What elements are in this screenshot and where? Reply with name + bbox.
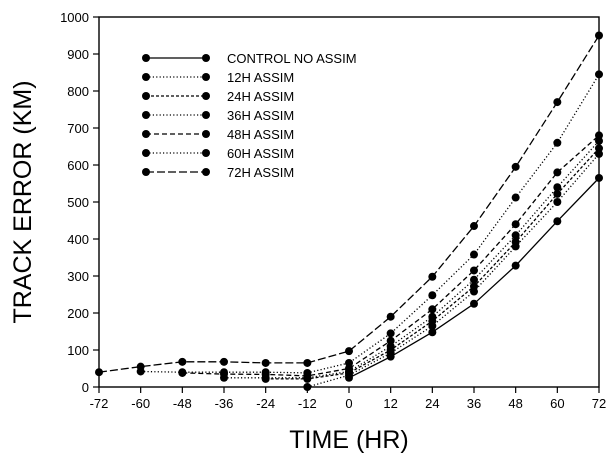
data-point [470, 282, 478, 291]
legend: CONTROL NO ASSIM 12H ASSIM 24H ASSIM 36H AS… [142, 51, 357, 180]
data-point [553, 183, 562, 192]
data-point [553, 98, 562, 107]
legend-marker [202, 54, 210, 62]
legend-label: 72H ASSIM [227, 165, 294, 180]
data-point [261, 358, 270, 367]
x-tick-label: 36 [467, 396, 481, 411]
data-point [345, 364, 353, 373]
data-point [178, 368, 187, 377]
legend-label: 60H ASSIM [227, 146, 294, 161]
data-point [345, 358, 353, 367]
legend-marker [142, 54, 150, 62]
data-point [386, 342, 395, 351]
data-point [428, 272, 437, 281]
y-tick-label: 900 [67, 47, 89, 62]
y-tick-label: 600 [67, 158, 89, 173]
x-tick-label: -36 [215, 396, 234, 411]
y-tick-label: 300 [67, 269, 89, 284]
legend-label: 36H ASSIM [227, 108, 294, 123]
legend-marker [202, 73, 210, 81]
legend-label: CONTROL NO ASSIM [227, 51, 357, 66]
series-line [98, 35, 600, 373]
data-point [428, 305, 437, 314]
series-2 [261, 144, 603, 383]
data-point [511, 162, 520, 171]
data-point [470, 222, 478, 231]
x-tick-label: 48 [508, 396, 522, 411]
x-tick-label: 72 [592, 396, 606, 411]
y-tick-label: 100 [67, 343, 89, 358]
legend-marker [202, 111, 210, 119]
data-point [511, 237, 520, 246]
data-point [178, 357, 187, 366]
series-layer [95, 31, 603, 391]
plot-frame [98, 16, 600, 388]
y-axis-title: TRACK ERROR (KM) [9, 80, 37, 323]
data-point [470, 250, 478, 259]
data-point [553, 168, 562, 177]
legend-marker [142, 111, 150, 119]
legend-marker [142, 149, 150, 157]
legend-marker [202, 92, 210, 100]
legend-marker [202, 149, 210, 157]
y-tick-label: 1000 [60, 10, 89, 25]
x-tick-label: -48 [173, 396, 192, 411]
data-point [470, 275, 478, 284]
series-6 [95, 31, 603, 377]
x-axis: -72 -60 -48 -36 -24 -12 0 12 24 36 48 60 72 [90, 387, 606, 411]
x-axis-title: TIME (HR) [289, 426, 408, 454]
y-axis: 0 100 200 300 400 500 600 700 800 900 1000 [60, 10, 99, 395]
data-point [511, 193, 520, 202]
x-tick-label: -60 [131, 396, 150, 411]
data-point [428, 291, 437, 300]
data-point [428, 328, 437, 337]
y-tick-label: 0 [82, 380, 89, 395]
legend-marker [142, 130, 150, 138]
x-tick-label: 24 [425, 396, 439, 411]
x-tick-label: 12 [383, 396, 397, 411]
data-point [136, 362, 145, 371]
legend-marker [142, 168, 150, 176]
data-point [553, 189, 562, 198]
y-tick-label: 400 [67, 232, 89, 247]
legend-marker [142, 73, 150, 81]
x-tick-label: -24 [256, 396, 275, 411]
data-point [386, 336, 395, 345]
series-line [307, 153, 600, 388]
y-tick-label: 200 [67, 306, 89, 321]
data-point [470, 299, 478, 308]
series-line [140, 74, 600, 374]
data-point [553, 138, 562, 147]
data-point [303, 368, 312, 377]
data-point [220, 357, 228, 366]
x-tick-label: -12 [298, 396, 317, 411]
legend-label: 12H ASSIM [227, 70, 294, 85]
data-point [428, 312, 437, 321]
data-point [470, 266, 478, 275]
legend-label: 24H ASSIM [227, 89, 294, 104]
data-point [345, 347, 353, 356]
y-tick-label: 800 [67, 84, 89, 99]
x-tick-label: 0 [345, 396, 352, 411]
legend-marker [202, 130, 210, 138]
x-tick-label: 60 [550, 396, 564, 411]
legend-marker [142, 92, 150, 100]
data-point [386, 329, 395, 338]
data-point [386, 312, 395, 321]
y-tick-label: 500 [67, 195, 89, 210]
data-point [511, 220, 520, 229]
data-point [553, 217, 562, 226]
legend-marker [202, 168, 210, 176]
data-point [511, 231, 520, 240]
legend-label: 48H ASSIM [227, 127, 294, 142]
x-tick-label: -72 [90, 396, 109, 411]
y-tick-label: 700 [67, 121, 89, 136]
data-point [303, 358, 312, 367]
data-point [511, 261, 520, 270]
data-point [220, 368, 228, 377]
data-point [261, 368, 270, 377]
data-point [553, 198, 562, 206]
